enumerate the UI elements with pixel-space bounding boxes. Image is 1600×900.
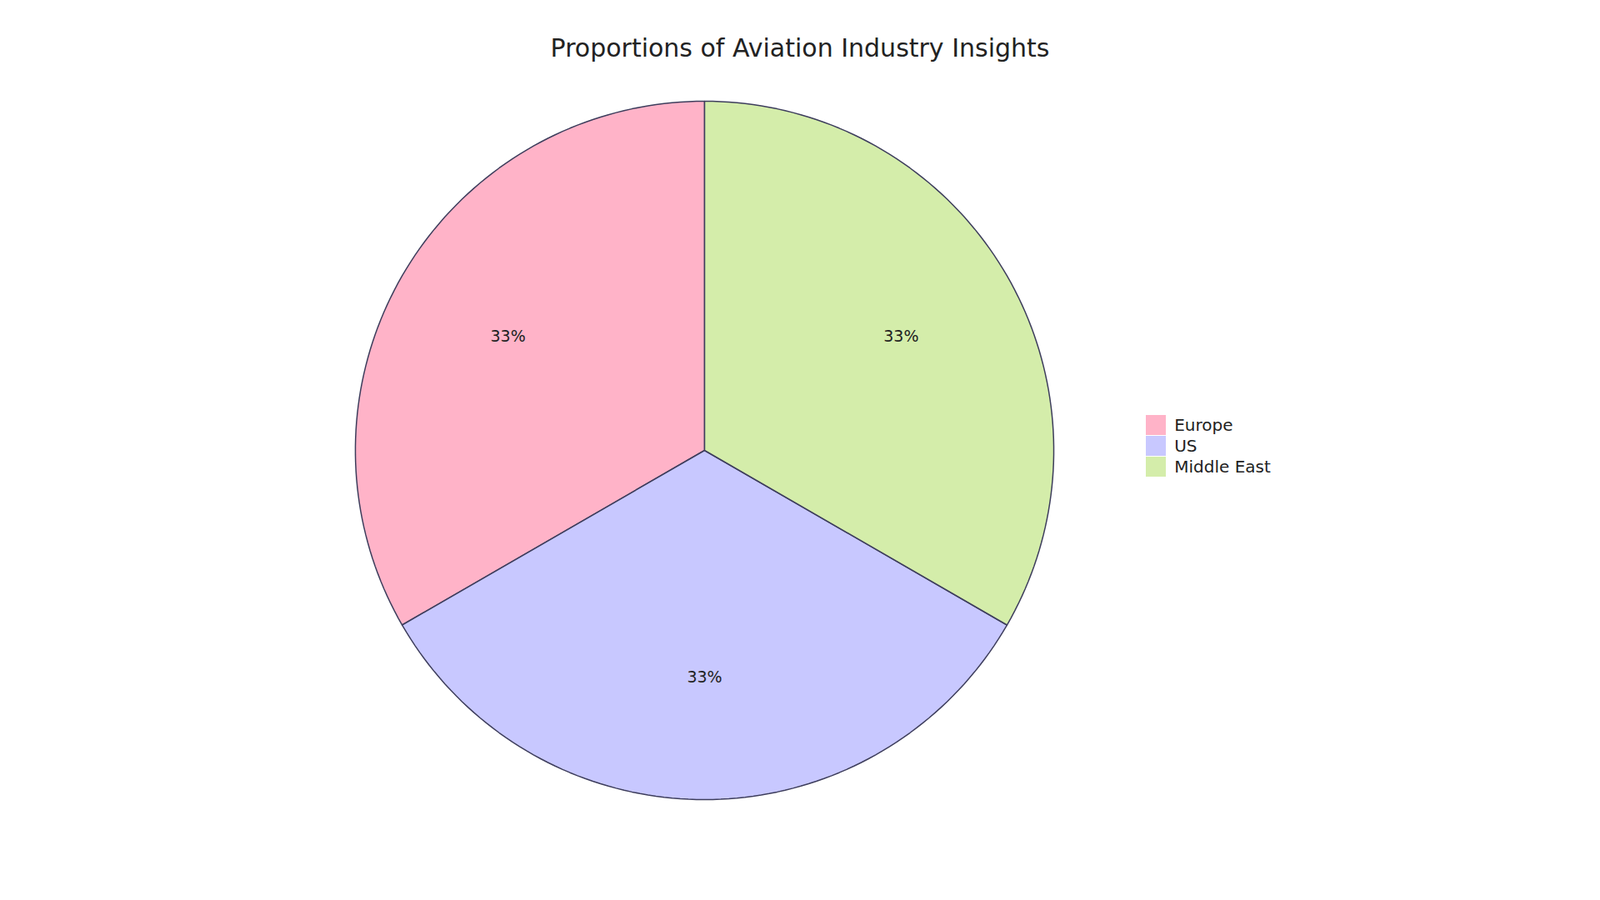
- html-text:Proportions of Aviation Indust: Proportions of Aviation Industry Insight…: [550, 33, 1050, 63]
- html-text:Middle East: Middle East: [1174, 456, 1271, 477]
- svg-text:33%: 33%: [687, 667, 723, 686]
- svg-text:33%: 33%: [490, 326, 526, 345]
- html-text:Europe: Europe: [1174, 414, 1233, 435]
- svg-text:33%: 33%: [883, 326, 919, 345]
- html-text:US: US: [1174, 435, 1198, 456]
